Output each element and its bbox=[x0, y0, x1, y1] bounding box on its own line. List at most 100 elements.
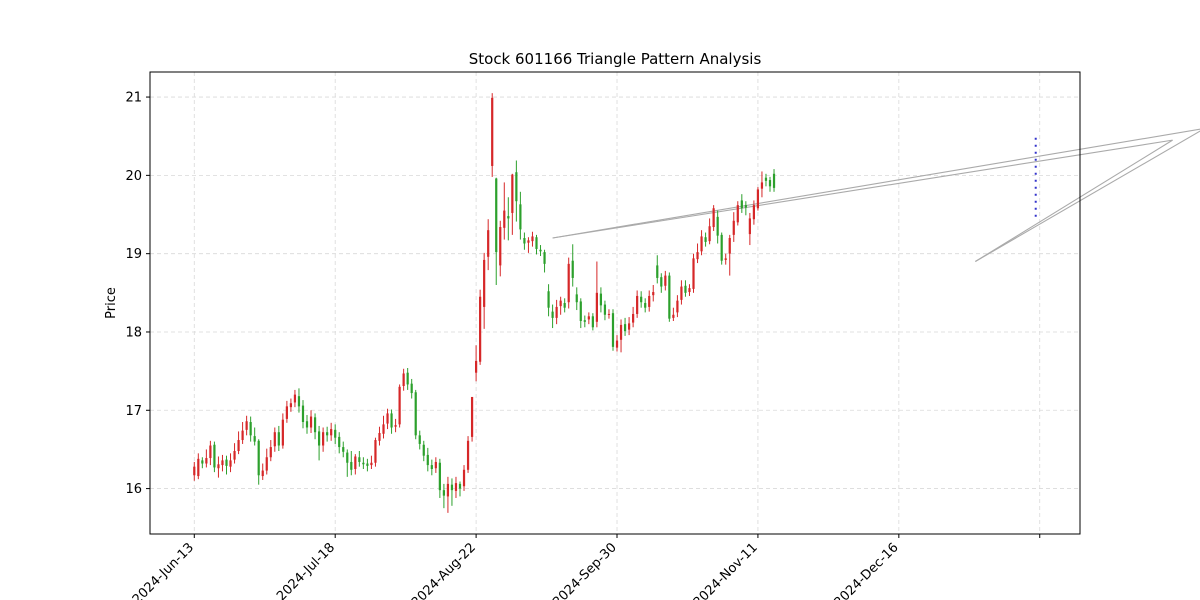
candle-body bbox=[764, 177, 768, 181]
candle-body bbox=[225, 459, 228, 466]
candle-body bbox=[229, 460, 232, 467]
candle-body bbox=[760, 182, 764, 189]
candle-body bbox=[619, 324, 623, 340]
candle-body bbox=[648, 295, 651, 307]
candle-body bbox=[479, 296, 482, 362]
candle-body bbox=[406, 372, 409, 385]
candle-body bbox=[507, 216, 510, 219]
chart-title: Stock 601166 Triangle Pattern Analysis bbox=[469, 50, 762, 68]
candle-body bbox=[342, 447, 345, 452]
candle-body bbox=[656, 265, 659, 278]
candle-body bbox=[676, 300, 679, 313]
y-axis-ticks: 16 17 18 19 20 21 bbox=[125, 91, 150, 497]
y-tick-label: 16 bbox=[125, 482, 142, 497]
candle-body bbox=[579, 301, 582, 322]
candle-body bbox=[712, 208, 715, 228]
candle-body bbox=[378, 432, 381, 441]
y-tick-label: 19 bbox=[125, 247, 142, 262]
candle-body bbox=[603, 304, 607, 315]
candle-body bbox=[293, 394, 297, 403]
candle-body bbox=[245, 421, 248, 430]
candle-body bbox=[688, 288, 691, 293]
plot-frame bbox=[149, 71, 1081, 535]
candle-body bbox=[458, 483, 462, 489]
candle-body bbox=[289, 403, 293, 408]
candle-body bbox=[636, 295, 639, 314]
candle-body bbox=[301, 405, 305, 423]
candle-body bbox=[692, 258, 695, 289]
candle-body bbox=[640, 296, 643, 303]
candle-body bbox=[543, 252, 546, 264]
candle-body bbox=[217, 464, 220, 469]
candle-body bbox=[213, 444, 216, 468]
candle-body bbox=[334, 429, 337, 438]
candle-body bbox=[402, 373, 405, 387]
candle-body bbox=[193, 466, 196, 476]
candle-body bbox=[346, 452, 349, 463]
candle-body bbox=[354, 456, 357, 470]
candle-body bbox=[474, 360, 478, 373]
candle-body bbox=[591, 316, 594, 328]
candle-body bbox=[362, 462, 365, 465]
candle-body bbox=[728, 238, 731, 254]
candle-body bbox=[623, 324, 627, 332]
candle-body bbox=[704, 237, 707, 242]
candle-body bbox=[519, 204, 522, 230]
candle-body bbox=[599, 293, 603, 306]
candle-body bbox=[317, 431, 321, 446]
candle-body bbox=[515, 172, 518, 202]
candle-body bbox=[535, 237, 538, 249]
candle-body bbox=[559, 300, 562, 307]
candle-body bbox=[374, 440, 377, 463]
candle-body bbox=[277, 432, 280, 446]
candle-body bbox=[724, 258, 727, 260]
candle-body bbox=[752, 205, 756, 220]
candle-body bbox=[503, 210, 506, 228]
candle-body bbox=[297, 396, 301, 407]
candle-body bbox=[434, 461, 437, 469]
candle-body bbox=[487, 230, 490, 257]
candle-body bbox=[414, 392, 417, 436]
candle-body bbox=[551, 311, 554, 318]
candle-body bbox=[454, 483, 458, 491]
candle-body bbox=[470, 396, 474, 437]
candle-body bbox=[660, 277, 663, 287]
candle-body bbox=[644, 303, 647, 308]
candle-body bbox=[583, 320, 586, 322]
candle-body bbox=[491, 97, 494, 166]
candle-body bbox=[241, 430, 244, 441]
candle-body bbox=[390, 413, 393, 428]
candle-body bbox=[426, 454, 429, 466]
trend-line bbox=[975, 130, 1200, 262]
candle-body bbox=[446, 483, 450, 497]
candle-body bbox=[466, 440, 470, 470]
candle-body bbox=[281, 419, 284, 446]
candle-body bbox=[237, 440, 240, 451]
x-tick-label: 2024-Sep-30 bbox=[550, 540, 620, 600]
x-tick-label: 2024-Jun-13 bbox=[130, 540, 197, 600]
candle-body bbox=[615, 340, 619, 348]
candle-body bbox=[253, 436, 256, 442]
candle-body bbox=[672, 314, 675, 318]
candle-body bbox=[571, 260, 574, 278]
candle-body bbox=[523, 238, 526, 244]
candle-body bbox=[386, 413, 389, 424]
candle-body bbox=[696, 252, 699, 260]
candle-body bbox=[627, 323, 631, 330]
candle-body bbox=[547, 291, 550, 308]
candle-body bbox=[748, 218, 751, 235]
candle-body bbox=[531, 236, 534, 242]
candle-body bbox=[772, 173, 776, 188]
candle-body bbox=[269, 447, 272, 458]
y-axis-label: Price bbox=[104, 287, 119, 319]
candle-body bbox=[233, 450, 236, 460]
candle-body bbox=[201, 460, 204, 464]
candle-body bbox=[575, 294, 578, 303]
candlesticks bbox=[193, 93, 776, 513]
candle-body bbox=[221, 460, 224, 466]
x-tick-label: 2024-Dec-16 bbox=[832, 540, 902, 600]
candle-body bbox=[567, 263, 570, 303]
x-tick-label: 2024-Aug-22 bbox=[409, 540, 479, 600]
trend-line bbox=[552, 128, 1200, 239]
